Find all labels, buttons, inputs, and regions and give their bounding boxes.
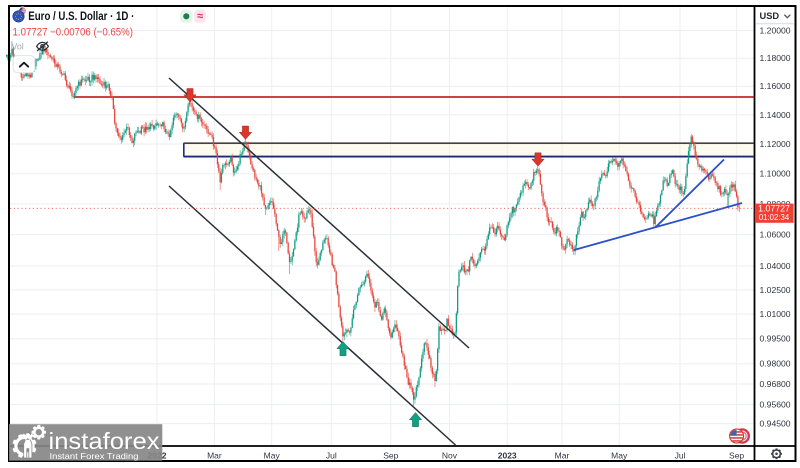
svg-text:instaforex: instaforex: [49, 428, 161, 454]
svg-text:0.98000: 0.98000: [760, 359, 791, 369]
svg-text:Nov: Nov: [442, 450, 458, 460]
svg-text:1.07727 −0.00706 (−0.65%): 1.07727 −0.00706 (−0.65%): [13, 26, 134, 38]
svg-text:Instant Forex Trading: Instant Forex Trading: [50, 451, 139, 461]
svg-text:Euro / U.S. Dollar · 1D ·: Euro / U.S. Dollar · 1D ·: [28, 10, 134, 23]
svg-text:USD: USD: [760, 11, 780, 21]
svg-text:0.99500: 0.99500: [760, 334, 791, 344]
svg-text:≈: ≈: [197, 11, 203, 23]
svg-text:1.07727: 1.07727: [758, 204, 790, 214]
svg-text:Mar: Mar: [207, 450, 222, 460]
svg-text:1.16000: 1.16000: [760, 81, 791, 91]
svg-text:Mar: Mar: [555, 450, 570, 460]
svg-text:1.20000: 1.20000: [760, 25, 791, 35]
svg-text:1.04000: 1.04000: [760, 261, 791, 271]
svg-text:1.01000: 1.01000: [760, 309, 791, 319]
svg-text:1.06000: 1.06000: [760, 230, 791, 240]
svg-text:Jul: Jul: [326, 450, 337, 460]
svg-text:Sep: Sep: [383, 450, 398, 460]
svg-text:0.95600: 0.95600: [760, 400, 791, 410]
svg-text:May: May: [264, 450, 281, 460]
svg-text:1.02500: 1.02500: [760, 285, 791, 295]
svg-text:1.14000: 1.14000: [760, 110, 791, 120]
svg-text:Sep: Sep: [729, 450, 744, 460]
svg-text:Jul: Jul: [675, 450, 686, 460]
svg-text:May: May: [611, 450, 628, 460]
svg-text:1.12000: 1.12000: [760, 139, 791, 149]
svg-text:1.10000: 1.10000: [760, 169, 791, 179]
svg-text:Vol: Vol: [12, 41, 24, 51]
svg-text:0.96800: 0.96800: [760, 379, 791, 389]
svg-text:2023: 2023: [498, 450, 517, 460]
svg-text:1.18000: 1.18000: [760, 53, 791, 63]
svg-text:0.94500: 0.94500: [760, 419, 791, 429]
svg-text:01:02:34: 01:02:34: [759, 213, 790, 222]
